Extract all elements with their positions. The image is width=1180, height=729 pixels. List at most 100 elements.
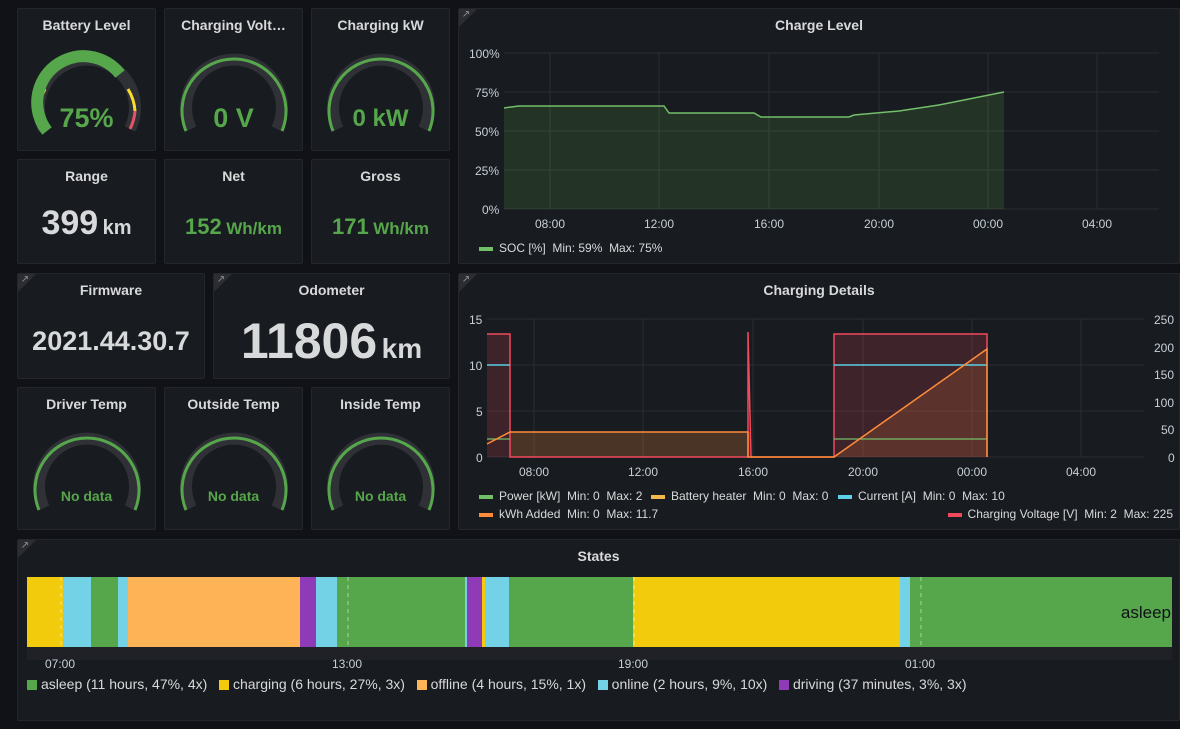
legend-item-kwh-added[interactable]: kWh Added Min: 0 Max: 11.7 — [479, 507, 658, 521]
y-tick-right: 200 — [1154, 341, 1175, 355]
panel-corner — [214, 274, 232, 292]
legend-swatch — [947, 512, 962, 517]
y-tick-left: 5 — [476, 405, 483, 419]
firmware-value: 2021.44.30.7 — [32, 326, 190, 356]
legend-max: Max: 225 — [1123, 507, 1173, 521]
inside-temp-value: No data — [354, 488, 407, 504]
x-tick: 13:00 — [332, 657, 363, 671]
legend-item-soc[interactable]: SOC [%] Min: 59% Max: 75% — [479, 241, 662, 255]
net-number: 152 — [185, 214, 222, 239]
legend-label: SOC [%] — [499, 241, 546, 255]
net-value: 152 Wh/km — [165, 214, 302, 240]
x-tick: 20:00 — [864, 217, 895, 231]
charging-details-panel: ↗ Charging Details 15 10 5 0 250 200 150… — [458, 273, 1180, 530]
panel-title: Range — [65, 168, 108, 184]
charging-voltage-panel: Charging Volt… 0 V — [164, 8, 303, 151]
panel-title: Driver Temp — [46, 396, 127, 412]
states-panel: ↗ States asleep 07:00 13:00 19:00 01:00 … — [17, 539, 1180, 721]
legend-item-offline[interactable]: offline (4 hours, 15%, 1x) — [416, 676, 586, 692]
x-tick: 20:00 — [848, 465, 879, 479]
panel-title: Battery Level — [42, 17, 131, 33]
legend-max: Max: 75% — [609, 241, 663, 255]
firmware-panel: ↗ Firmware 2021.44.30.7 — [17, 273, 205, 379]
legend-item-battery-heater[interactable]: Battery heater Min: 0 Max: 0 — [651, 489, 828, 503]
legend-label: Charging Voltage [V] — [967, 507, 1078, 521]
x-tick: 16:00 — [738, 465, 769, 479]
legend-min: Min: 59% — [552, 241, 603, 255]
current-state-label: asleep — [1120, 603, 1171, 622]
legend-min: Min: 0 — [753, 489, 786, 503]
external-link-icon[interactable]: ↗ — [20, 274, 30, 285]
odometer-value: 11806 km — [214, 312, 449, 370]
battery-level-panel: Battery Level 75% — [17, 8, 156, 151]
panel-title: Odometer — [298, 282, 365, 298]
range-panel: Range 399 km — [17, 159, 156, 264]
legend-min: Min: 2 — [1084, 507, 1117, 521]
outside-temp-gauge — [179, 432, 288, 511]
y-tick-right: 50 — [1161, 423, 1175, 437]
gross-panel: Gross 171 Wh/km — [311, 159, 450, 264]
y-tick-left: 10 — [469, 359, 483, 373]
legend-max: Max: 10 — [962, 489, 1005, 503]
legend-item-online[interactable]: online (2 hours, 9%, 10x) — [597, 676, 767, 692]
external-link-icon[interactable]: ↗ — [216, 274, 226, 285]
soc-line — [503, 91, 1005, 118]
y-tick-right: 150 — [1154, 368, 1175, 382]
legend-item-charging-voltage[interactable]: Charging Voltage [V] Min: 2 Max: 225 — [947, 507, 1173, 521]
gross-number: 171 — [332, 214, 369, 239]
kw-value: 0 kW — [352, 105, 409, 132]
outside-temp-value: No data — [207, 488, 260, 504]
y-tick: 75% — [475, 86, 500, 100]
legend-label: Power [kW] — [499, 489, 561, 503]
x-tick: 00:00 — [957, 465, 988, 479]
voltage-line — [487, 331, 988, 458]
x-tick: 01:00 — [905, 657, 936, 671]
legend-item-charging[interactable]: charging (6 hours, 27%, 3x) — [218, 676, 405, 692]
y-tick: 100% — [469, 47, 500, 61]
panel-title: Gross — [360, 168, 401, 184]
charge-level-panel: ↗ Charge Level 100% 75% 50% 25% 0% 08:00… — [458, 8, 1180, 264]
external-link-icon[interactable]: ↗ — [461, 274, 471, 285]
x-tick: 04:00 — [1082, 217, 1113, 231]
x-tick: 19:00 — [618, 657, 649, 671]
legend-label: Current [A] — [858, 489, 917, 503]
panel-title: Charge Level — [775, 17, 863, 33]
y-tick-right: 0 — [1168, 451, 1175, 465]
legend-item-current[interactable]: Current [A] Min: 0 Max: 10 — [838, 489, 1005, 503]
legend-label: Battery heater — [671, 489, 747, 503]
odometer-unit: km — [381, 333, 423, 364]
panel-title: Inside Temp — [340, 396, 421, 412]
legend-swatch — [479, 512, 493, 517]
inside-temp-gauge — [326, 432, 435, 511]
panel-corner — [459, 9, 477, 27]
legend-item-driving[interactable]: driving (37 minutes, 3%, 3x) — [778, 676, 967, 692]
range-value: 399 km — [18, 204, 155, 243]
kw-gauge — [326, 53, 435, 132]
odometer-number: 11806 — [240, 313, 378, 369]
legend-min: Min: 0 — [567, 507, 600, 521]
legend-item-asleep[interactable]: asleep (11 hours, 47%, 4x) — [27, 676, 207, 692]
states-timeline — [27, 577, 1172, 660]
external-link-icon[interactable]: ↗ — [461, 9, 471, 20]
legend-swatch — [651, 494, 665, 499]
net-unit: Wh/km — [226, 219, 282, 238]
y-tick: 50% — [475, 125, 500, 139]
legend-item-power[interactable]: Power [kW] Min: 0 Max: 2 — [479, 489, 642, 503]
panel-corner — [18, 274, 36, 292]
driver-temp-gauge — [32, 432, 141, 511]
states-legend: asleep (11 hours, 47%, 4x) charging (6 h… — [27, 676, 967, 692]
panel-title: Charging Details — [763, 282, 875, 298]
legend-min: Min: 0 — [922, 489, 956, 503]
voltage-gauge — [179, 53, 288, 132]
charging-details-chart — [486, 318, 1144, 458]
panel-title: Outside Temp — [187, 396, 280, 412]
x-tick: 16:00 — [754, 217, 785, 231]
x-tick: 12:00 — [644, 217, 675, 231]
voltage-value: 0 V — [213, 103, 254, 133]
battery-value: 75% — [59, 103, 114, 133]
panel-corner — [459, 274, 477, 292]
panel-corner — [18, 540, 36, 558]
legend-swatch — [479, 246, 493, 251]
external-link-icon[interactable]: ↗ — [20, 540, 30, 551]
legend-min: Min: 0 — [567, 489, 600, 503]
